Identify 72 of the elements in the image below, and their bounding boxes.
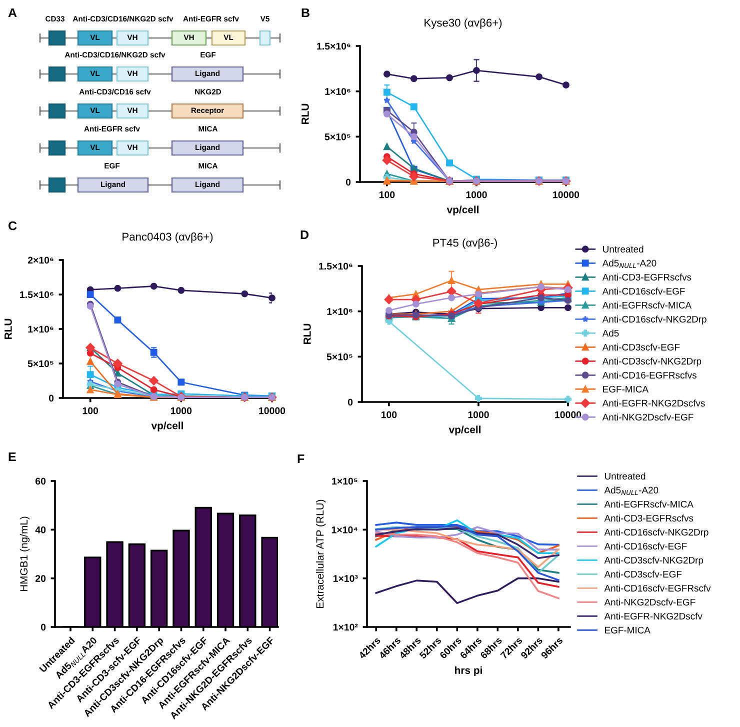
legend-label: Untreated bbox=[603, 246, 644, 253]
y-tick-label: 0 bbox=[40, 624, 46, 631]
x-tick-label: 10000 bbox=[259, 407, 286, 414]
legend-label: Anti-CD3scfv-EGF bbox=[604, 570, 682, 578]
y-tick-label: 1×10⁵ bbox=[332, 478, 358, 485]
y-tick-label: 1.5×10⁶ bbox=[319, 262, 352, 270]
text: B bbox=[302, 8, 310, 18]
x-tick-label: 1000 bbox=[466, 191, 487, 198]
y-tick-label: 5×10⁵ bbox=[28, 360, 54, 368]
y-tick-label: 1.5×10⁶ bbox=[317, 42, 350, 50]
text: E bbox=[8, 452, 16, 462]
y-tick-label: 1×10² bbox=[333, 624, 358, 631]
legend-label: Anti-EGFRscfv-MICA bbox=[602, 302, 692, 309]
legend-label: EGF-MICA bbox=[603, 386, 648, 393]
x-tick-label: 1000 bbox=[468, 411, 489, 418]
y-tick-label: 1.5×10⁶ bbox=[20, 291, 54, 298]
x-tick-label: 1000 bbox=[170, 407, 192, 414]
legend-label: Anti-CD16-EGFRscfvs bbox=[602, 372, 696, 379]
legend-label: Ad5 bbox=[602, 330, 619, 337]
y-tick-label: 1×10⁶ bbox=[327, 308, 352, 315]
x-axis-title: vp/cell bbox=[151, 422, 183, 432]
x-tick-label: 100 bbox=[82, 407, 98, 414]
chart-title: Panc0403 (αvβ6+) bbox=[122, 232, 213, 243]
legend-label: Anti-CD3-EGFRscfvs bbox=[602, 274, 692, 281]
y-axis-title: HMGB1 (ng/mL) bbox=[20, 516, 30, 592]
y-tick-label: 1×10³ bbox=[333, 575, 358, 582]
legend-label: Anti-CD3scfv-NKG2Drp bbox=[604, 556, 704, 566]
legend-label: Anti-EGFR-NKG2Dscfv bbox=[604, 612, 702, 620]
x-tick-label: 100 bbox=[381, 411, 397, 418]
y-axis-title: RLU bbox=[304, 324, 311, 344]
chart-title: PT45 (αvβ6-) bbox=[433, 238, 497, 249]
x-axis-title: vp/cell bbox=[446, 206, 478, 216]
legend-label: Anti-CD3scfv-EGF bbox=[602, 344, 680, 351]
y-tick-label: 5×10⁵ bbox=[324, 133, 350, 140]
text: F bbox=[298, 454, 304, 464]
y-tick-label: 1×10⁴ bbox=[332, 526, 358, 534]
x-tick-label: 10000 bbox=[553, 191, 580, 198]
x-axis-title: hrs pi bbox=[455, 666, 482, 676]
legend-label: Ad5$_{NULL}$-A20 bbox=[604, 486, 658, 496]
legend-label: Anti-CD16scfv-NKG2Drp bbox=[602, 316, 706, 324]
legend-label: Anti-CD16scfv-EGF bbox=[602, 288, 685, 295]
y-tick-label: 0 bbox=[348, 398, 353, 406]
x-axis-title: vp/cell bbox=[448, 426, 480, 436]
y-axis-title: RLU bbox=[4, 318, 12, 340]
legend-label: Anti-NKG2Dscfv-EGF bbox=[604, 598, 696, 606]
y-tick-label: 1×10⁶ bbox=[325, 88, 350, 95]
legend-label: Anti-CD16scfv-EGFRscfv bbox=[604, 584, 711, 592]
y-tick-label: 0 bbox=[346, 178, 351, 186]
y-tick-label: 0 bbox=[48, 394, 54, 402]
legend-label: Anti-EGFR-NKG2Dscfvs bbox=[602, 400, 705, 407]
legend-label: Anti-CD3-EGFRscfvs bbox=[604, 514, 694, 522]
legend-label: Anti-CD16scfv-NKG2Drp bbox=[604, 528, 708, 538]
chart-title: Kyse30 (αvβ6+) bbox=[424, 18, 502, 29]
y-tick-label: 1×10⁶ bbox=[28, 326, 54, 333]
text: A bbox=[8, 8, 17, 18]
y-axis-title: RLU bbox=[302, 104, 309, 124]
y-axis-title: Extracellular ATP (RLU) bbox=[316, 500, 326, 608]
text: C bbox=[8, 221, 17, 230]
x-tick-label: 100 bbox=[379, 191, 395, 198]
y-tick-label: 20 bbox=[35, 575, 46, 582]
legend-label: Anti-CD16scfv-EGF bbox=[604, 542, 687, 550]
legend-label: EGF-MICA bbox=[605, 626, 650, 634]
y-tick-label: 60 bbox=[36, 478, 46, 485]
text: D bbox=[300, 230, 308, 240]
x-tick-label: 10000 bbox=[555, 411, 582, 418]
y-tick-label: 5×10⁵ bbox=[326, 353, 352, 360]
legend-label: Ad5$_{NULL}$-A20 bbox=[602, 260, 656, 268]
legend-label: Untreated bbox=[605, 472, 646, 480]
y-tick-label: 2×10⁶ bbox=[28, 256, 54, 264]
legend-label: Anti-CD3scfv-NKG2Drp bbox=[602, 358, 702, 366]
legend-label: Anti-EGFRscfv-MICA bbox=[604, 500, 694, 508]
y-tick-label: 40 bbox=[35, 526, 46, 534]
